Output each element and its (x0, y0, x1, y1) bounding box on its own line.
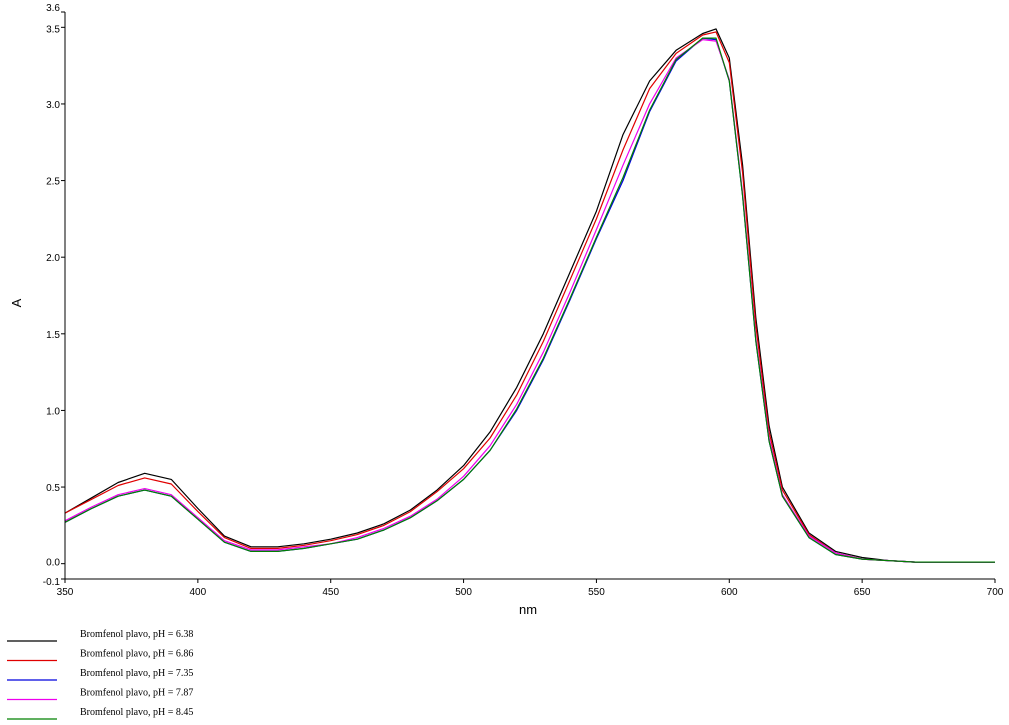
y-axis-title: A (9, 298, 24, 307)
axes: 350 400 450 500 550 600 650 700 -0.1 0.0 0.5 1.0 1.5… (43, 3, 1004, 598)
legend-label: Bromfenol plavo, pH = 7.35 (80, 668, 193, 679)
series-line-1 (64, 28, 995, 563)
y-tick-label: 2.0 (46, 253, 60, 264)
y-tick-label: 3.6 (46, 3, 60, 14)
y-tick-label: 1.5 (46, 330, 60, 341)
y-tick-label: 0.5 (46, 483, 60, 494)
series-line-3 (64, 37, 995, 563)
x-tick-label: 500 (455, 587, 472, 598)
legend: Bromfenol plavo, pH = 6.38 Bromfenol plav… (7, 629, 193, 720)
x-tick-label: 650 (854, 587, 871, 598)
series-line-5 (64, 37, 995, 563)
x-tick-label: 600 (721, 587, 738, 598)
y-tick-label: 1.0 (46, 406, 60, 417)
plot-lines (64, 28, 995, 563)
legend-label: Bromfenol plavo, pH = 7.87 (80, 688, 193, 699)
legend-label: Bromfenol plavo, pH = 8.45 (80, 707, 193, 718)
x-tick-label: 700 (987, 587, 1004, 598)
y-tick-label: 0.0 (46, 558, 60, 569)
x-tick-label: 350 (57, 587, 74, 598)
x-tick-label: 450 (322, 587, 339, 598)
x-axis-title: nm (519, 602, 537, 617)
series-line-2 (64, 31, 995, 563)
legend-label: Bromfenol plavo, pH = 6.86 (80, 649, 193, 660)
y-tick-label: 2.5 (46, 177, 60, 188)
legend-label: Bromfenol plavo, pH = 6.38 (80, 629, 193, 640)
x-tick-label: 550 (588, 587, 605, 598)
x-tick-label: 400 (190, 587, 207, 598)
y-tick-label: 3.0 (46, 100, 60, 111)
series-line-4 (64, 38, 995, 563)
y-tick-label: 3.5 (46, 24, 60, 35)
y-tick-label: -0.1 (43, 577, 61, 588)
